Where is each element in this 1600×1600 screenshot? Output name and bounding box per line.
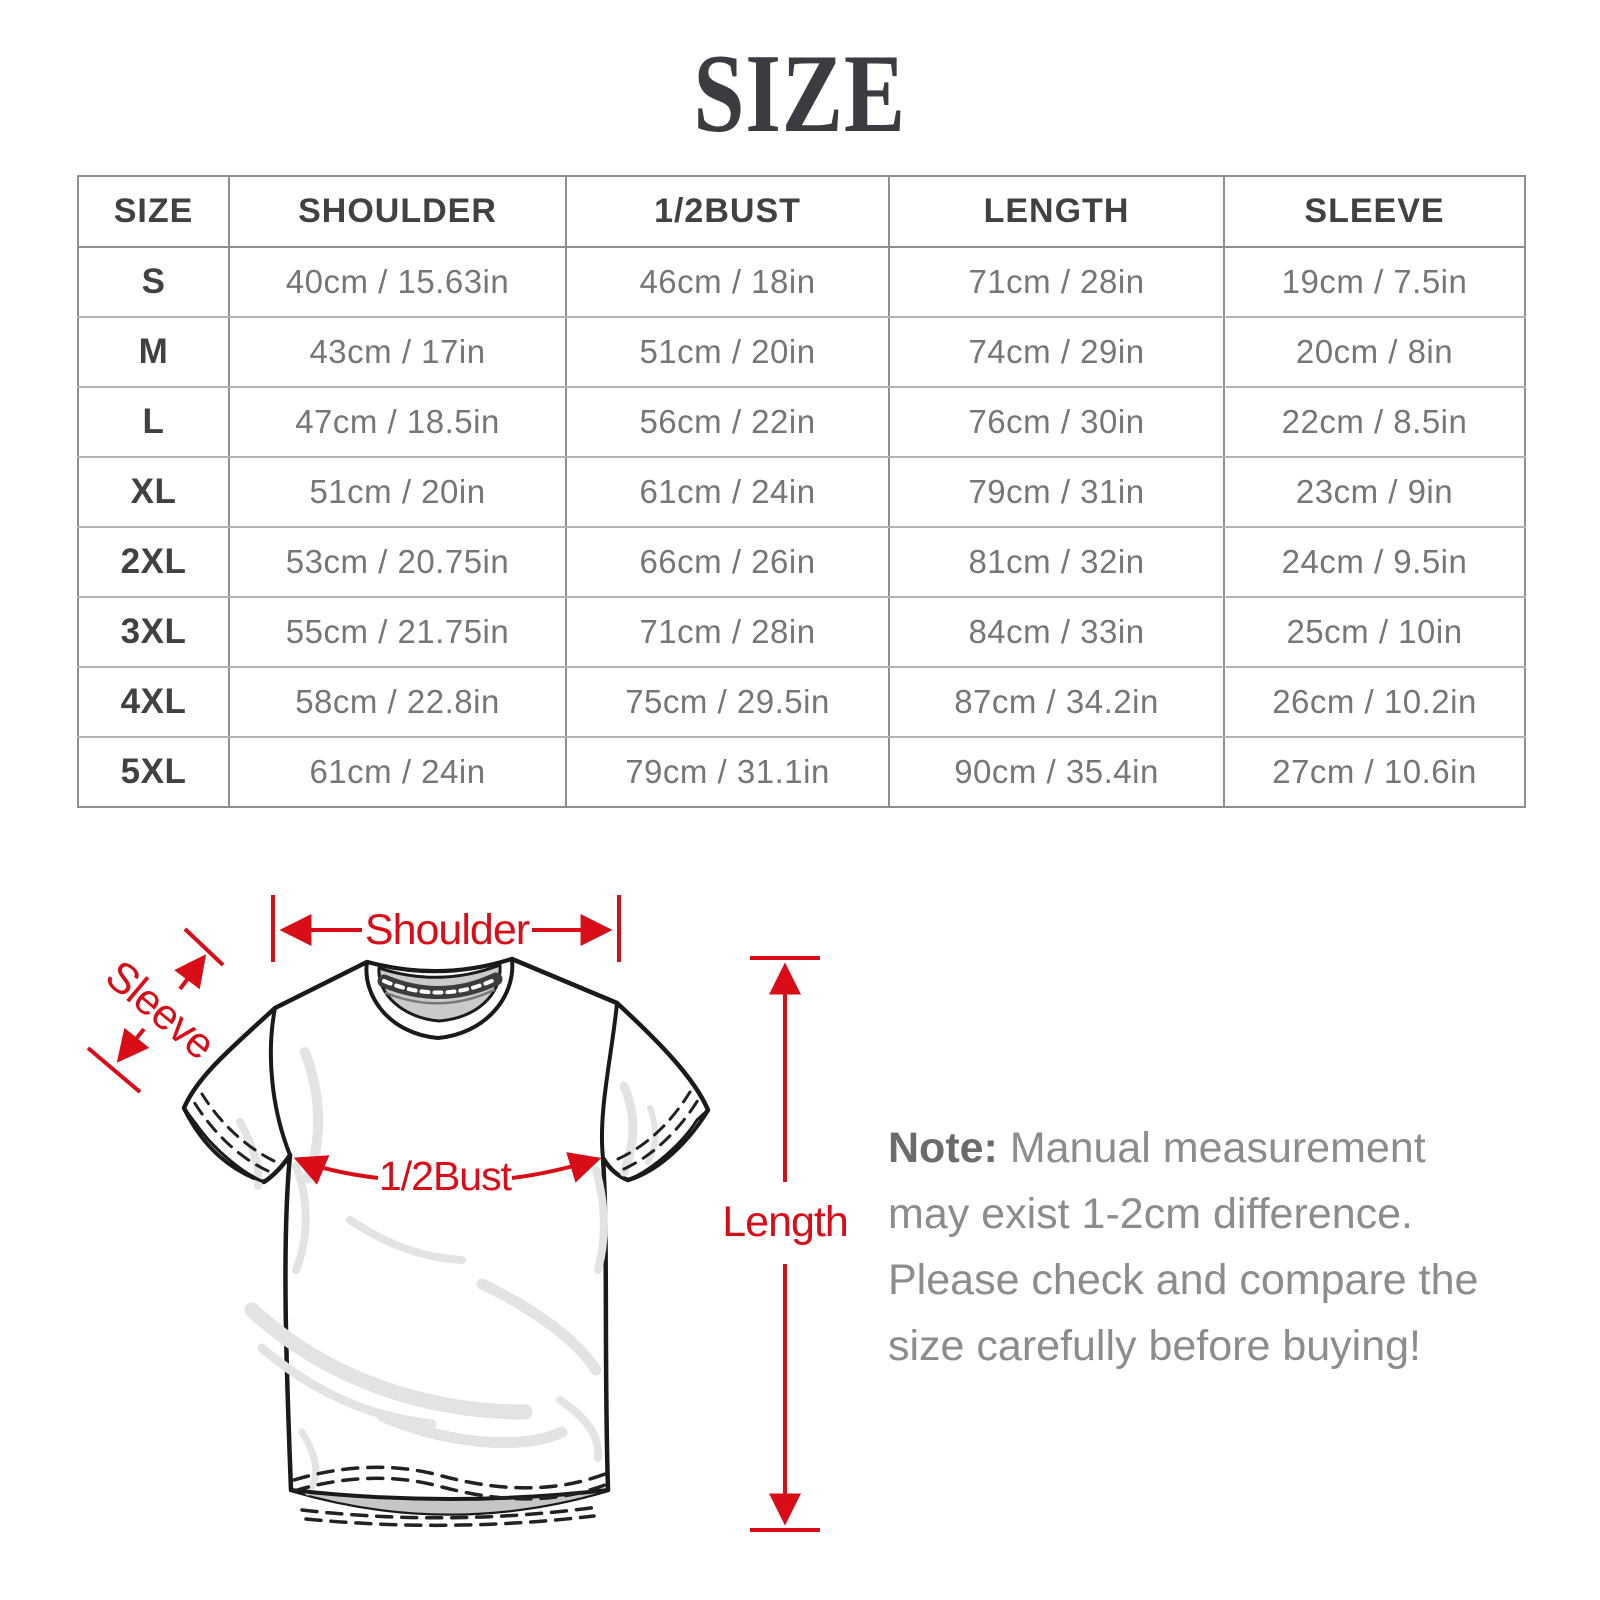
size-cell: M (77, 316, 230, 388)
table-row: S 40cm / 15.63in 46cm / 18in 71cm / 28in… (77, 246, 1526, 318)
note-body: Manual measurement may exist 1-2cm diffe… (888, 1124, 1479, 1370)
sleeve-tick (183, 927, 225, 967)
measurement-cell: 43cm / 17in (228, 316, 567, 388)
table-header-row: SIZE SHOULDER 1/2BUST LENGTH SLEEVE (77, 175, 1526, 248)
tshirt-body (181, 956, 711, 1516)
measurement-cell: 76cm / 30in (888, 386, 1225, 458)
page-title: SIZE (693, 32, 907, 156)
measurement-cell: 79cm / 31.1in (565, 736, 890, 808)
size-cell: L (77, 386, 230, 458)
header-cell-size: SIZE (77, 175, 230, 248)
measurement-cell: 79cm / 31in (888, 456, 1225, 528)
size-cell: 2XL (77, 526, 230, 598)
measurement-cell: 81cm / 32in (888, 526, 1225, 598)
measurement-cell: 61cm / 24in (565, 456, 890, 528)
bust-arrow-left (293, 1155, 379, 1185)
measurement-cell: 56cm / 22in (565, 386, 890, 458)
size-cell: XL (77, 456, 230, 528)
size-cell: 5XL (77, 736, 230, 808)
measurement-note: Note: Manual measurement may exist 1-2cm… (888, 1115, 1510, 1379)
note-prefix: Note: (888, 1124, 998, 1172)
measurement-cell: 58cm / 22.8in (228, 666, 567, 738)
measurement-cell: 71cm / 28in (565, 596, 890, 668)
sleeve-dimension (86, 927, 225, 1094)
header-cell-length: LENGTH (888, 175, 1225, 248)
measurement-cell: 61cm / 24in (228, 736, 567, 808)
header-cell-sleeve: SLEEVE (1223, 175, 1526, 248)
measurement-cell: 90cm / 35.4in (888, 736, 1225, 808)
table-row: L 47cm / 18.5in 56cm / 22in 76cm / 30in … (77, 386, 1526, 458)
table-row: XL 51cm / 20in 61cm / 24in 79cm / 31in 2… (77, 456, 1526, 528)
table-row: 2XL 53cm / 20.75in 66cm / 26in 81cm / 32… (77, 526, 1526, 598)
tshirt-illustration (181, 956, 711, 1528)
size-cell: 3XL (77, 596, 230, 668)
hem-underside (291, 1490, 608, 1514)
measurement-cell: 19cm / 7.5in (1223, 246, 1526, 318)
table-row: M 43cm / 17in 51cm / 20in 74cm / 29in 20… (77, 316, 1526, 388)
left-cuff-opening (182, 1106, 266, 1184)
measurement-cell: 47cm / 18.5in (228, 386, 567, 458)
length-label: Length (722, 1198, 848, 1246)
measurement-cell: 26cm / 10.2in (1223, 666, 1526, 738)
wrinkle-shading (236, 1047, 658, 1496)
tshirt-measurement-diagram: Shoulder Sleeve 1/2Bust Length (86, 895, 849, 1532)
measurement-cell: 25cm / 10in (1223, 596, 1526, 668)
sleeve-tick (86, 1046, 142, 1094)
right-cuff-opening (626, 1108, 710, 1182)
left-armhole-seam (268, 1006, 292, 1157)
shoulder-dimension (271, 895, 621, 962)
table-row: 3XL 55cm / 21.75in 71cm / 28in 84cm / 33… (77, 596, 1526, 668)
measurement-cell: 22cm / 8.5in (1223, 386, 1526, 458)
table-row: 5XL 61cm / 24in 79cm / 31.1in 90cm / 35.… (77, 736, 1526, 808)
measurement-cell: 53cm / 20.75in (228, 526, 567, 598)
sleeve-label: Sleeve (97, 951, 224, 1068)
hem-stitching (292, 1465, 607, 1528)
right-armhole-seam (599, 1001, 619, 1160)
bust-dimension (293, 1152, 602, 1185)
cuff-stitching (192, 1090, 700, 1173)
measurement-cell: 75cm / 29.5in (565, 666, 890, 738)
header-cell-shoulder: SHOULDER (228, 175, 567, 248)
measurement-cell: 87cm / 34.2in (888, 666, 1225, 738)
measurement-cell: 84cm / 33in (888, 596, 1225, 668)
shoulder-label: Shoulder (365, 906, 530, 954)
measurement-cell: 23cm / 9in (1223, 456, 1526, 528)
collar-band-edge (384, 988, 496, 1005)
measurement-cell: 55cm / 21.75in (228, 596, 567, 668)
size-chart-header: SIZE (0, 22, 1600, 167)
bust-label: 1/2Bust (379, 1153, 513, 1199)
sleeve-arrow-up (174, 954, 207, 991)
measurement-cell: 20cm / 8in (1223, 316, 1526, 388)
measurement-cell: 74cm / 29in (888, 316, 1225, 388)
sleeve-arrow-down (116, 1027, 150, 1063)
measurement-cell: 71cm / 28in (888, 246, 1225, 318)
size-cell: S (77, 246, 230, 318)
measurement-cell: 51cm / 20in (228, 456, 567, 528)
size-cell: 4XL (77, 666, 230, 738)
bust-arrow-right (511, 1152, 602, 1183)
collar-band-stitch (382, 977, 498, 995)
measurement-cell: 24cm / 9.5in (1223, 526, 1526, 598)
measurement-cell: 66cm / 26in (565, 526, 890, 598)
table-row: 4XL 58cm / 22.8in 75cm / 29.5in 87cm / 3… (77, 666, 1526, 738)
length-dimension (750, 956, 820, 1532)
measurement-cell: 27cm / 10.6in (1223, 736, 1526, 808)
size-table: SIZE SHOULDER 1/2BUST LENGTH SLEEVE S 40… (77, 175, 1526, 808)
measurement-cell: 46cm / 18in (565, 246, 890, 318)
measurement-cell: 40cm / 15.63in (228, 246, 567, 318)
measurement-cell: 51cm / 20in (565, 316, 890, 388)
header-cell-bust: 1/2BUST (565, 175, 890, 248)
